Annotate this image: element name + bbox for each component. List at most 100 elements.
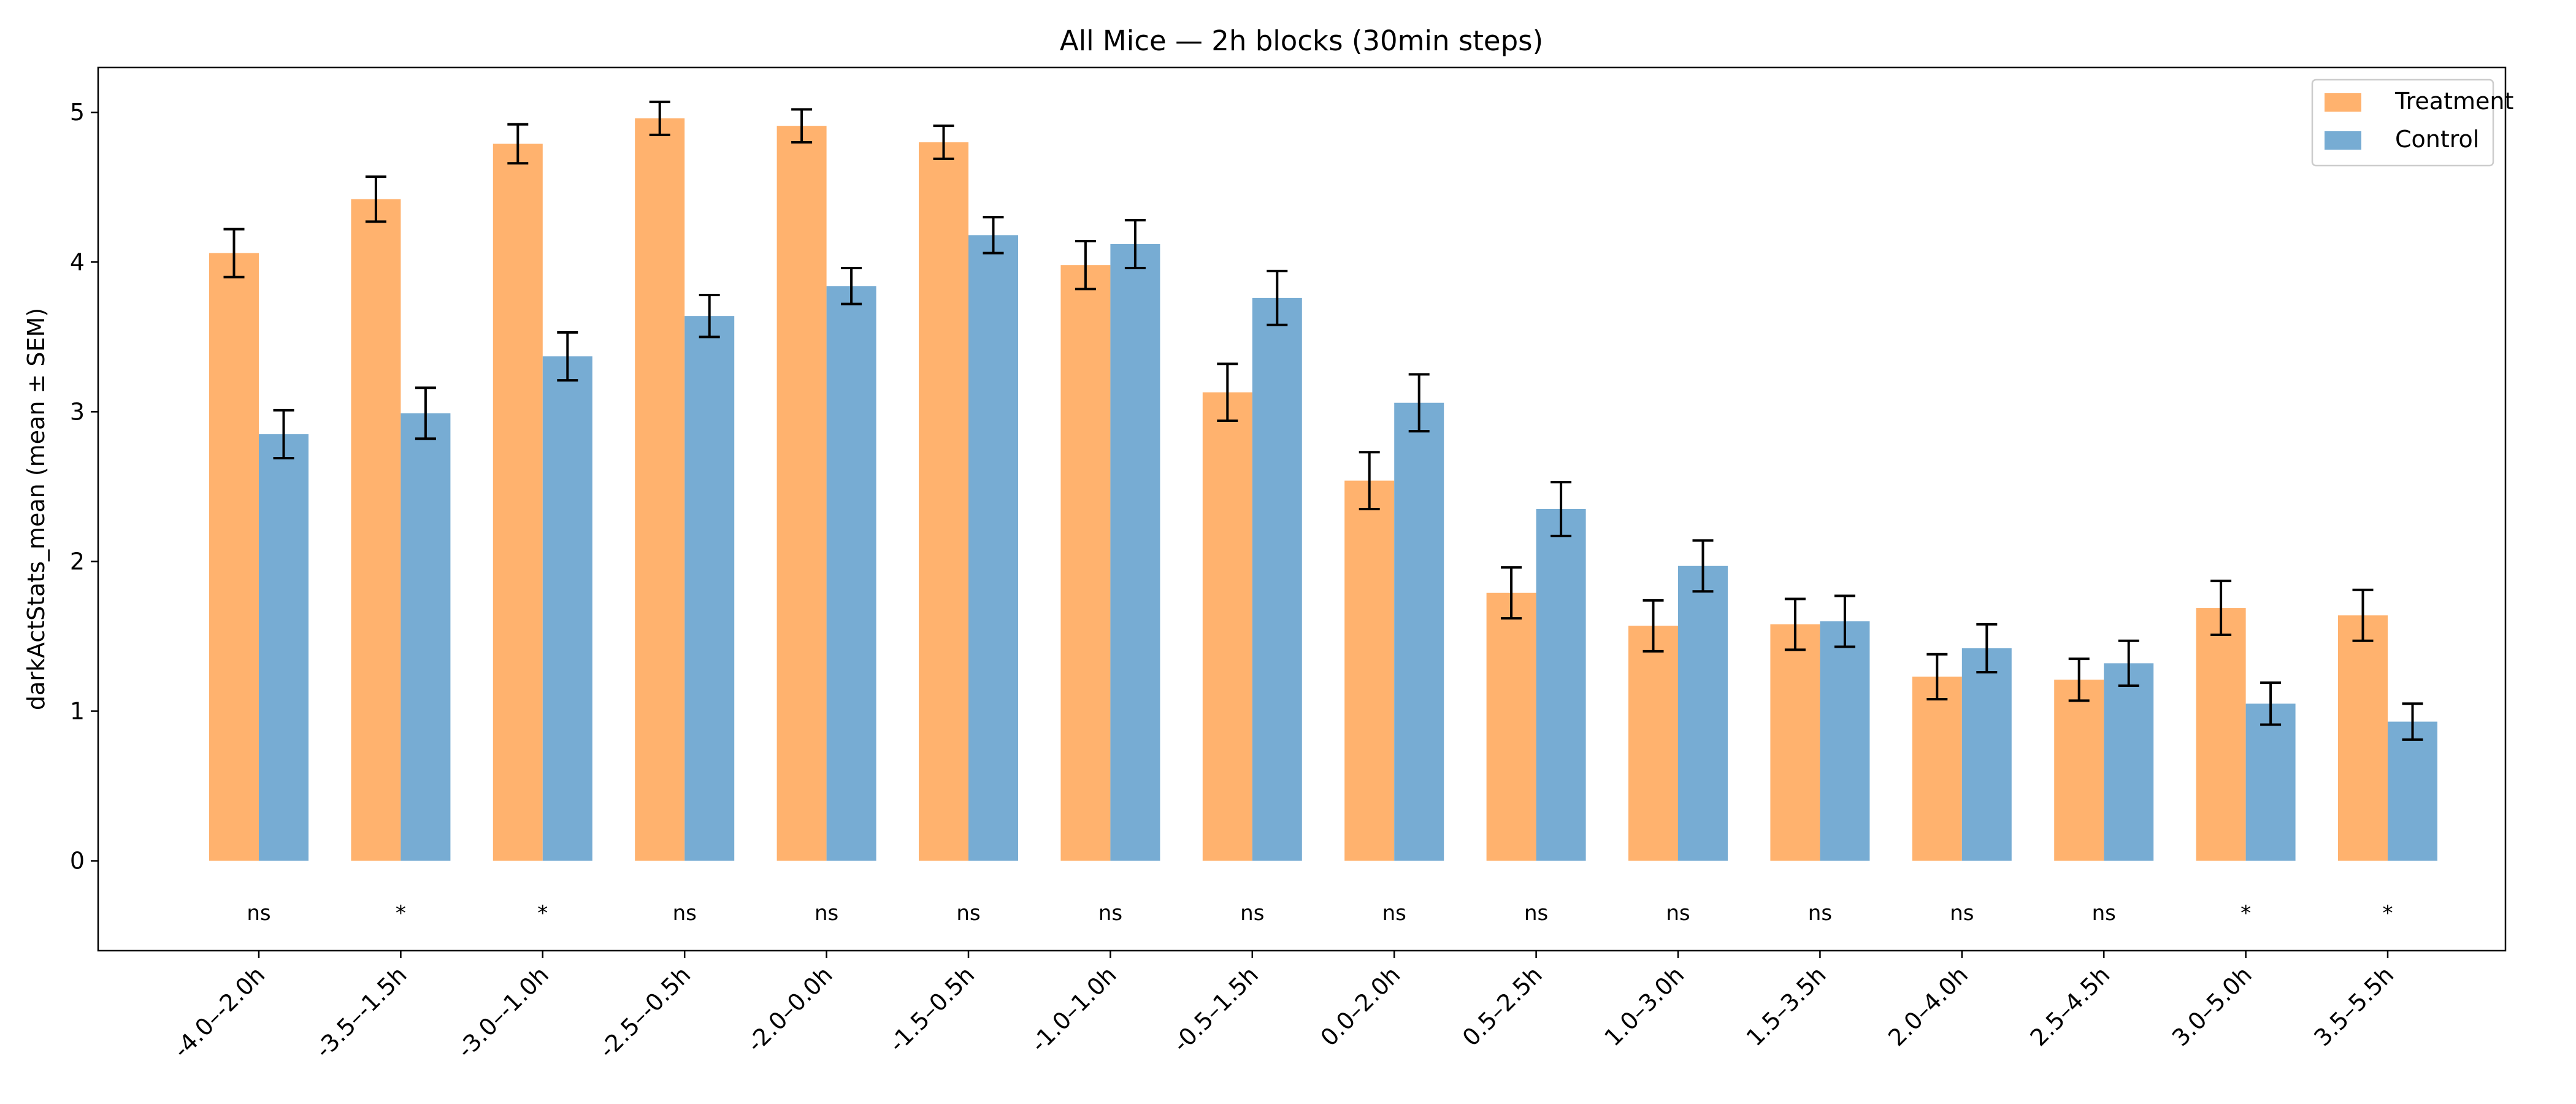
error-bar-treatment-1 [365,175,386,223]
error-bars-layer [223,101,2423,741]
legend-label-control: Control [2395,126,2479,153]
x-tick-label-11: 1.5–3.5h [1741,961,1831,1051]
bar-treatment-3 [635,118,685,861]
significance-label-0: ns [247,901,270,926]
bar-treatment-9 [1486,592,1536,861]
bar-treatment-7 [1202,392,1252,861]
x-tick-label-1: -3.5–-1.5h [310,961,412,1063]
chart-title: All Mice — 2h blocks (30min steps) [1060,25,1543,57]
significance-label-5: ns [956,901,980,926]
error-bar-control-10 [1692,539,1714,593]
bar-control-7 [1252,297,1302,861]
x-tick-label-13: 2.5–4.5h [2025,961,2115,1051]
significance-label-10: ns [1666,901,1690,926]
error-bar-treatment-2 [507,123,529,165]
y-tick-label-2: 2 [70,548,85,575]
error-bar-control-3 [699,293,720,339]
bar-control-11 [1820,621,1870,861]
bar-treatment-1 [351,199,401,861]
x-tick-label-14: 3.0–5.0h [2167,961,2257,1051]
bar-treatment-13 [2054,680,2104,861]
bar-treatment-0 [209,253,259,861]
bar-control-13 [2104,663,2154,861]
error-bar-treatment-6 [1075,240,1096,291]
significance-annotations: ns * * ns ns ns ns ns ns ns ns ns ns ns * * [247,901,2393,926]
x-tick-label-7: -0.5–1.5h [1167,961,1263,1057]
significance-label-9: ns [1524,901,1548,926]
error-bar-treatment-13 [2068,657,2090,702]
bar-treatment-2 [493,144,543,861]
bar-treatment-6 [1060,265,1111,861]
error-bar-treatment-15 [2352,588,2374,642]
error-bar-control-2 [557,331,578,382]
y-tick-label-0: 0 [70,848,85,875]
bar-control-5 [968,235,1018,861]
significance-label-6: ns [1098,901,1122,926]
error-bar-control-4 [841,267,862,305]
significance-label-4: ns [815,901,838,926]
legend-swatch-control [2325,131,2361,150]
bar-treatment-14 [2196,608,2246,861]
y-tick-label-3: 3 [70,398,85,425]
significance-label-1: * [396,901,406,926]
significance-label-7: ns [1240,901,1264,926]
y-axis-ticks: 0 1 2 3 4 5 [70,99,98,875]
error-bar-treatment-8 [1359,451,1380,510]
error-bar-treatment-0 [223,228,245,278]
y-tick-label-4: 4 [70,248,85,275]
x-tick-label-2: -3.0–-1.0h [452,961,554,1063]
bar-treatment-5 [919,142,968,861]
bar-control-4 [826,286,876,861]
bar-treatment-10 [1628,626,1678,861]
error-bar-treatment-3 [649,101,670,136]
error-bar-treatment-5 [933,125,954,160]
x-tick-label-0: -4.0–-2.0h [168,961,270,1063]
plot-frame [97,66,2507,952]
x-tick-label-9: 0.5–2.5h [1457,961,1547,1051]
bar-treatment-15 [2338,615,2388,861]
error-bar-control-1 [415,386,436,440]
bar-control-10 [1678,565,1728,861]
bar-control-8 [1394,402,1444,861]
significance-label-11: ns [1808,901,1832,926]
x-tick-label-4: -2.0–0.0h [742,961,838,1057]
x-tick-label-10: 1.0–3.0h [1599,961,1689,1051]
error-bar-control-8 [1408,373,1430,433]
error-bar-control-11 [1834,594,1855,648]
error-bar-treatment-11 [1784,597,1806,651]
significance-label-2: * [537,901,548,926]
y-tick-label-1: 1 [70,697,85,724]
bar-treatment-4 [776,126,827,861]
significance-label-15: * [2383,901,2393,926]
error-bar-control-7 [1267,269,1288,326]
error-bar-control-5 [983,216,1004,255]
error-bar-control-0 [273,408,294,460]
bar-control-2 [542,356,592,861]
bar-control-9 [1536,509,1586,861]
x-tick-label-3: -2.5–-0.5h [594,961,696,1063]
bar-treatment-8 [1344,480,1395,861]
error-bar-treatment-9 [1501,566,1522,620]
x-axis-ticks: -4.0–-2.0h -3.5–-1.5h -3.0–-1.0h -2.5–-0.5h… [168,951,2399,1064]
x-tick-label-8: 0.0–2.0h [1316,961,1406,1051]
bar-control-0 [259,434,309,861]
significance-label-13: ns [2092,901,2116,926]
bar-control-15 [2388,721,2437,861]
error-bar-control-12 [1976,623,1998,674]
bars-layer [209,118,2437,861]
error-bar-treatment-12 [1926,653,1948,700]
legend-swatch-treatment [2325,93,2361,112]
x-tick-label-6: -1.0–1.0h [1025,961,1122,1057]
error-bar-treatment-14 [2210,580,2232,637]
legend: Treatment Control [2311,79,2513,167]
bar-treatment-12 [1912,677,1962,861]
error-bar-control-13 [2118,639,2139,687]
error-bar-treatment-10 [1643,599,1664,653]
error-bar-control-15 [2402,702,2423,741]
x-tick-label-12: 2.0–4.0h [1883,961,1973,1051]
error-bar-control-9 [1551,481,1572,537]
bar-treatment-11 [1770,624,1820,861]
significance-label-8: ns [1382,901,1406,926]
significance-label-12: ns [1950,901,1974,926]
